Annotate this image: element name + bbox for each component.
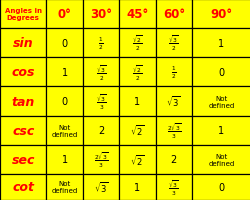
Text: sec: sec [12, 153, 35, 166]
Bar [119, 58, 155, 87]
Text: $\frac{\sqrt{3}}{2}$: $\frac{\sqrt{3}}{2}$ [168, 34, 178, 53]
Bar [46, 174, 82, 200]
Bar [119, 174, 155, 200]
Bar [155, 0, 191, 29]
Text: cos: cos [12, 66, 35, 79]
Bar [191, 29, 250, 58]
Text: 0: 0 [61, 97, 68, 106]
Bar [46, 29, 82, 58]
Text: $\frac{\sqrt{3}}{3}$: $\frac{\sqrt{3}}{3}$ [95, 92, 106, 111]
Text: 45°: 45° [126, 8, 148, 21]
Text: 2: 2 [170, 155, 176, 164]
Text: 1: 1 [61, 68, 68, 77]
Bar [82, 174, 119, 200]
Text: $\sqrt{2}$: $\sqrt{2}$ [130, 123, 144, 138]
Bar [82, 145, 119, 174]
Text: 1: 1 [61, 155, 68, 164]
Bar [191, 116, 250, 145]
Text: csc: csc [12, 124, 34, 137]
Text: Not
defined: Not defined [51, 181, 78, 193]
Text: $\frac{\sqrt{2}}{2}$: $\frac{\sqrt{2}}{2}$ [132, 34, 142, 53]
Bar [155, 87, 191, 116]
Text: 90°: 90° [210, 8, 232, 21]
Text: $\frac{1}{2}$: $\frac{1}{2}$ [98, 35, 103, 52]
Bar [82, 58, 119, 87]
Bar [0, 116, 46, 145]
Bar [191, 87, 250, 116]
Bar [119, 87, 155, 116]
Text: $\frac{1}{2}$: $\frac{1}{2}$ [170, 64, 176, 81]
Bar [119, 29, 155, 58]
Text: 1: 1 [218, 126, 224, 135]
Text: Not
defined: Not defined [208, 95, 234, 108]
Text: cot: cot [12, 181, 34, 193]
Text: 60°: 60° [162, 8, 184, 21]
Text: $\frac{\sqrt{3}}{3}$: $\frac{\sqrt{3}}{3}$ [168, 177, 178, 197]
Bar [0, 0, 46, 29]
Bar [46, 116, 82, 145]
Text: $\frac{\sqrt{3}}{2}$: $\frac{\sqrt{3}}{2}$ [95, 63, 106, 82]
Bar [191, 174, 250, 200]
Text: Not
defined: Not defined [51, 124, 78, 137]
Bar [191, 58, 250, 87]
Text: 1: 1 [218, 39, 224, 48]
Bar [46, 145, 82, 174]
Bar [46, 87, 82, 116]
Text: $\sqrt{2}$: $\sqrt{2}$ [130, 152, 144, 167]
Text: 2: 2 [98, 126, 104, 135]
Text: 0: 0 [218, 68, 224, 77]
Bar [119, 145, 155, 174]
Text: 0°: 0° [58, 8, 71, 21]
Bar [82, 87, 119, 116]
Text: $\frac{\sqrt{2}}{2}$: $\frac{\sqrt{2}}{2}$ [132, 63, 142, 82]
Bar [46, 0, 82, 29]
Text: 1: 1 [134, 182, 140, 192]
Text: 0: 0 [61, 39, 68, 48]
Text: 30°: 30° [90, 8, 112, 21]
Text: Angles in
Degrees: Angles in Degrees [5, 8, 42, 21]
Bar [155, 145, 191, 174]
Bar [119, 0, 155, 29]
Text: tan: tan [12, 95, 35, 108]
Text: Not
defined: Not defined [208, 153, 234, 166]
Text: $\sqrt{3}$: $\sqrt{3}$ [93, 180, 108, 194]
Bar [119, 116, 155, 145]
Bar [191, 0, 250, 29]
Text: $\frac{2\sqrt{3}}{3}$: $\frac{2\sqrt{3}}{3}$ [166, 121, 180, 140]
Bar [82, 29, 119, 58]
Bar [155, 29, 191, 58]
Bar [0, 58, 46, 87]
Bar [82, 116, 119, 145]
Bar [82, 0, 119, 29]
Bar [155, 58, 191, 87]
Bar [155, 174, 191, 200]
Bar [0, 145, 46, 174]
Bar [46, 58, 82, 87]
Bar [0, 87, 46, 116]
Text: $\frac{2\sqrt{3}}{3}$: $\frac{2\sqrt{3}}{3}$ [93, 150, 108, 169]
Bar [155, 116, 191, 145]
Text: sin: sin [13, 37, 34, 50]
Text: $\sqrt{3}$: $\sqrt{3}$ [166, 94, 180, 109]
Text: 1: 1 [134, 97, 140, 106]
Bar [191, 145, 250, 174]
Bar [0, 29, 46, 58]
Bar [0, 174, 46, 200]
Text: 0: 0 [218, 182, 224, 192]
